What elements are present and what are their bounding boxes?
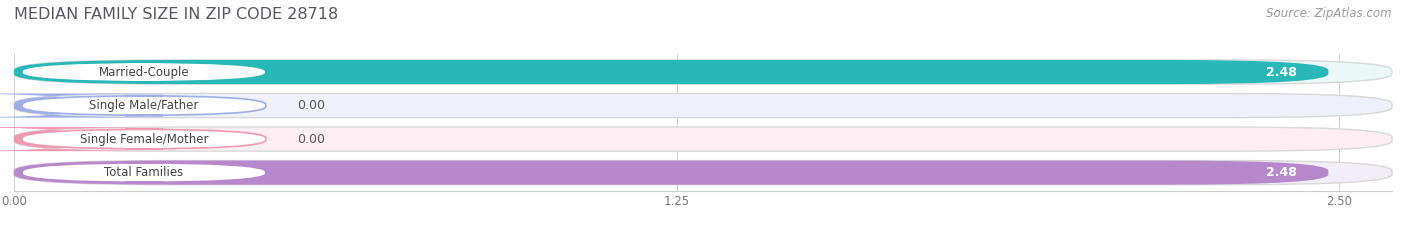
- FancyBboxPatch shape: [22, 96, 266, 116]
- FancyBboxPatch shape: [22, 62, 266, 82]
- FancyBboxPatch shape: [0, 127, 174, 151]
- FancyBboxPatch shape: [14, 93, 1392, 118]
- Text: 0.00: 0.00: [298, 133, 326, 146]
- Text: Source: ZipAtlas.com: Source: ZipAtlas.com: [1267, 7, 1392, 20]
- Text: Single Male/Father: Single Male/Father: [89, 99, 198, 112]
- FancyBboxPatch shape: [0, 93, 174, 118]
- Text: 0.00: 0.00: [298, 99, 326, 112]
- FancyBboxPatch shape: [14, 127, 1392, 151]
- Text: Married-Couple: Married-Couple: [98, 65, 190, 79]
- FancyBboxPatch shape: [14, 60, 1392, 84]
- FancyBboxPatch shape: [14, 161, 1329, 185]
- FancyBboxPatch shape: [22, 129, 266, 149]
- Text: MEDIAN FAMILY SIZE IN ZIP CODE 28718: MEDIAN FAMILY SIZE IN ZIP CODE 28718: [14, 7, 339, 22]
- Text: 2.48: 2.48: [1265, 166, 1296, 179]
- FancyBboxPatch shape: [22, 163, 266, 182]
- FancyBboxPatch shape: [14, 161, 1392, 185]
- FancyBboxPatch shape: [14, 60, 1329, 84]
- Text: 2.48: 2.48: [1265, 65, 1296, 79]
- Text: Single Female/Mother: Single Female/Mother: [80, 133, 208, 146]
- Text: Total Families: Total Families: [104, 166, 184, 179]
